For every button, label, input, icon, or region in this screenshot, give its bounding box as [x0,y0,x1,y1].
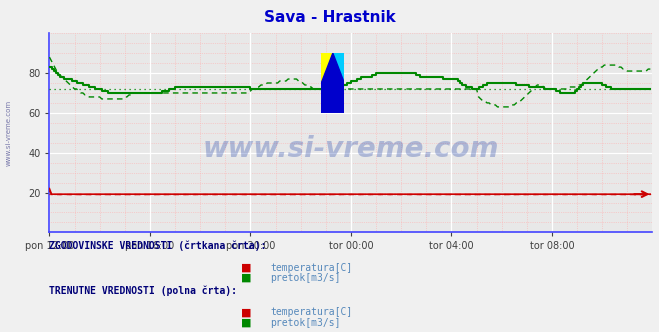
Text: Sava - Hrastnik: Sava - Hrastnik [264,10,395,25]
Text: pretok[m3/s]: pretok[m3/s] [270,318,341,328]
Polygon shape [322,53,333,83]
Text: temperatura[C]: temperatura[C] [270,307,353,317]
Text: pretok[m3/s]: pretok[m3/s] [270,273,341,283]
Polygon shape [333,53,345,83]
Text: ■: ■ [241,318,251,328]
Text: www.si-vreme.com: www.si-vreme.com [203,135,499,163]
Text: TRENUTNE VREDNOSTI (polna črta):: TRENUTNE VREDNOSTI (polna črta): [49,285,237,296]
Polygon shape [322,53,345,113]
Text: ZGODOVINSKE VREDNOSTI (črtkana črta):: ZGODOVINSKE VREDNOSTI (črtkana črta): [49,240,267,251]
Text: ■: ■ [241,273,251,283]
Text: temperatura[C]: temperatura[C] [270,263,353,273]
Text: www.si-vreme.com: www.si-vreme.com [5,100,12,166]
Text: ■: ■ [241,307,251,317]
Text: ■: ■ [241,263,251,273]
